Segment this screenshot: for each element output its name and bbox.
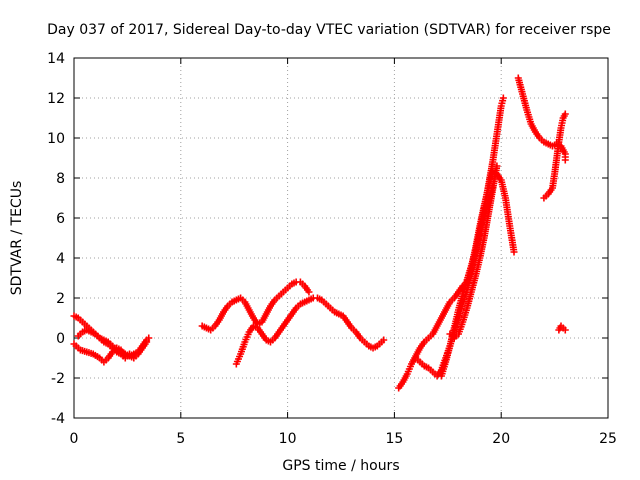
data-point <box>510 248 518 256</box>
y-tick-label: 0 <box>56 331 65 347</box>
series-12 <box>555 322 569 334</box>
data-point <box>561 156 569 164</box>
y-tick-label: 8 <box>56 171 65 187</box>
series-5 <box>232 294 388 368</box>
data-point <box>143 338 151 346</box>
grid-lines <box>74 58 608 418</box>
x-tick-label: 5 <box>176 431 185 447</box>
y-tick-label: -2 <box>51 371 65 387</box>
data-point <box>493 162 501 170</box>
x-tick-label: 25 <box>599 431 617 447</box>
x-tick-label: 20 <box>492 431 510 447</box>
x-tick-label: 15 <box>385 431 403 447</box>
data-points <box>70 74 569 392</box>
series-3 <box>74 326 134 362</box>
data-point <box>126 350 134 358</box>
chart-title: Day 037 of 2017, Sidereal Day-to-day VTE… <box>47 22 611 38</box>
series-11 <box>540 110 569 202</box>
x-axis-label: GPS time / hours <box>282 458 399 474</box>
y-axis-label: SDTVAR / TECUs <box>9 181 25 296</box>
y-tick-label: 10 <box>47 131 65 147</box>
x-tick-label: 0 <box>70 431 79 447</box>
data-point <box>561 326 569 334</box>
data-point <box>561 110 569 118</box>
series-9 <box>446 162 501 342</box>
y-tick-label: 12 <box>47 91 65 107</box>
y-tick-label: 2 <box>56 291 65 307</box>
series-4 <box>198 278 313 334</box>
data-point <box>380 336 388 344</box>
data-point <box>499 94 507 102</box>
plot-frame <box>73 57 609 419</box>
series-8 <box>437 182 497 380</box>
y-tick-label: 6 <box>56 211 65 227</box>
data-point <box>305 288 313 296</box>
series-10 <box>514 74 569 164</box>
y-tick-label: 4 <box>56 251 65 267</box>
y-tick-label: -4 <box>51 411 65 427</box>
axis-ticks: 0 5 10 15 20 25 -4 -2 0 2 4 6 8 10 12 14 <box>47 51 617 447</box>
x-tick-label: 10 <box>279 431 297 447</box>
y-tick-label: 14 <box>47 51 65 67</box>
data-point <box>145 334 153 342</box>
